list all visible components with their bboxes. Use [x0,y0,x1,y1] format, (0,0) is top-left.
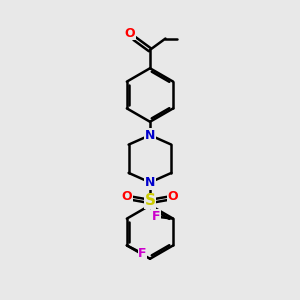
Text: N: N [145,129,155,142]
Text: O: O [122,190,132,203]
Text: F: F [138,247,147,260]
Text: O: O [168,190,178,203]
Text: F: F [152,210,160,223]
Text: S: S [145,193,155,208]
Text: O: O [125,27,135,40]
Text: N: N [145,176,155,189]
